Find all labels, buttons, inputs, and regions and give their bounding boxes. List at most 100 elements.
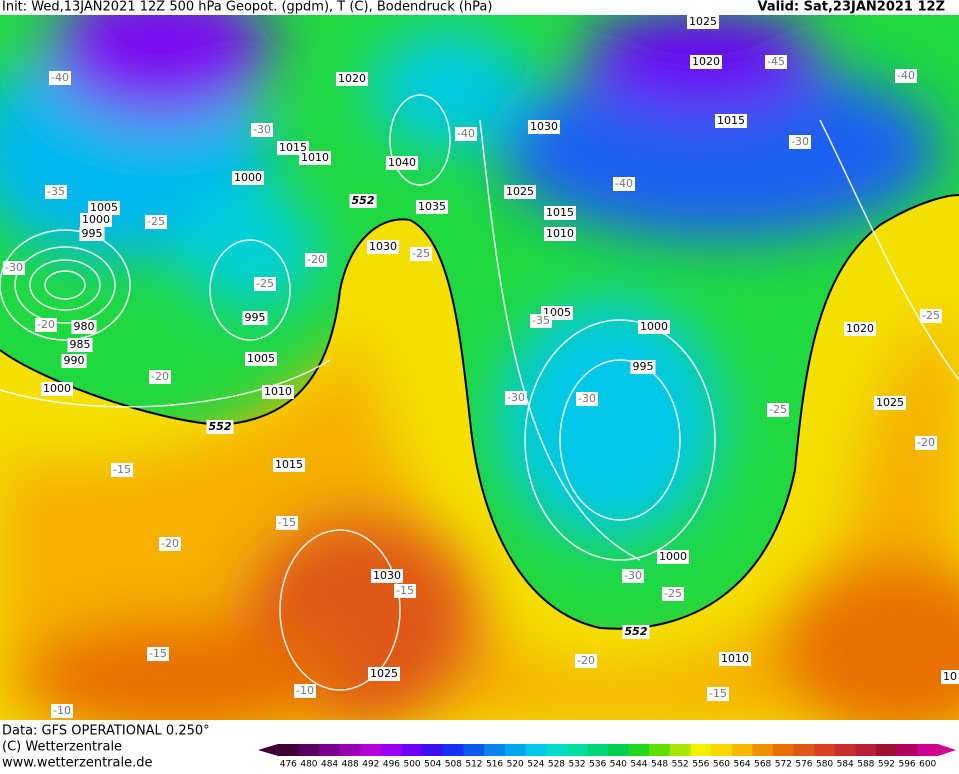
- isobar-label: 10: [943, 670, 957, 683]
- colorbar: 476 480 484 488 492 496 500 504 508 512 516 520 524 5…: [258, 744, 956, 770]
- isobar-label: 1010: [264, 385, 292, 398]
- temperature-label-bg: [767, 403, 789, 417]
- colorbar-label: 560: [713, 760, 730, 770]
- website: www.wetterzentrale.de: [2, 756, 152, 771]
- temperature-label: -40: [897, 69, 915, 82]
- temperature-label: -10: [296, 684, 314, 697]
- colorbar-cell: [339, 744, 361, 756]
- temperature-label-bg: [789, 135, 811, 149]
- temperature-label-bg: [149, 370, 171, 384]
- colorbar-label: 504: [424, 760, 441, 770]
- colorbar-cell: [896, 744, 918, 756]
- height-label-bg: [206, 420, 234, 434]
- temperature-label: -40: [51, 71, 69, 84]
- isobar-label-bg: [79, 227, 105, 241]
- temperature-label-bg: [251, 123, 273, 137]
- height-label: 552: [352, 194, 375, 207]
- colorbar-cell: [793, 744, 815, 756]
- temperature-label: -30: [253, 123, 271, 136]
- isobar-label: 1020: [846, 322, 874, 335]
- isobar-label: 1025: [506, 185, 534, 198]
- colorbar-label: 476: [280, 760, 297, 770]
- temperature-label: -20: [37, 318, 55, 331]
- isobar-label: 1030: [373, 569, 401, 582]
- temperature-label-bg: [576, 392, 598, 406]
- isobar-label: 1015: [546, 206, 574, 219]
- isobar-label: 995: [633, 360, 654, 373]
- isobar-label-bg: [528, 120, 560, 134]
- colorbar-label: 580: [816, 760, 833, 770]
- colorbar-cell: [876, 744, 898, 756]
- temperature-label-bg: [294, 684, 316, 698]
- isobar-label: 1030: [369, 240, 397, 253]
- colorbar-cell: [649, 744, 671, 756]
- isobar-label-bg: [687, 15, 719, 29]
- height-label-bg: [622, 625, 650, 639]
- isobar-label-bg: [874, 396, 906, 410]
- temperature-label: -25: [664, 587, 682, 600]
- temperature-label: -30: [624, 569, 642, 582]
- temperature-label-bg: [159, 537, 181, 551]
- colorbar-label: 572: [775, 760, 792, 770]
- colorbar-label: 548: [651, 760, 668, 770]
- height-label: 552: [209, 420, 232, 433]
- colorbar-cell: [855, 744, 877, 756]
- isobar-label-bg: [299, 151, 331, 165]
- colorbar-cell: [731, 744, 753, 756]
- colorbar-cell: [319, 744, 341, 756]
- temperature-label: -15: [113, 463, 131, 476]
- colorbar-label: 492: [362, 760, 379, 770]
- temperature-label: -20: [307, 253, 325, 266]
- isobar-label-bg: [844, 322, 876, 336]
- colorbar-cell: [298, 744, 320, 756]
- isobar-label-bg: [61, 354, 87, 368]
- colorbar-label: 596: [898, 760, 915, 770]
- isobar-label-bg: [630, 360, 656, 374]
- temperature-label-bg: [530, 314, 552, 328]
- temperature-label: -15: [709, 687, 727, 700]
- temperature-label-bg: [662, 587, 684, 601]
- temperature-label-bg: [455, 127, 477, 141]
- isobar-label-bg: [657, 550, 689, 564]
- colorbar-label: 536: [589, 760, 606, 770]
- temperature-label: -45: [767, 55, 785, 68]
- isobar-label-bg: [715, 114, 747, 128]
- colorbar-label: 488: [342, 760, 359, 770]
- temperature-label-bg: [505, 391, 527, 405]
- isobar-label-bg: [386, 156, 418, 170]
- colorbar-cell: [443, 744, 465, 756]
- isobar-label-bg: [41, 382, 73, 396]
- colorbar-label: 512: [465, 760, 482, 770]
- isobar-label-bg: [941, 670, 959, 684]
- temperature-label: -15: [396, 584, 414, 597]
- temperature-label-bg: [276, 516, 298, 530]
- colorbar-cell: [422, 744, 444, 756]
- isobar-label-bg: [368, 667, 400, 681]
- colorbar-cell: [711, 744, 733, 756]
- isobar-label: 1030: [530, 120, 558, 133]
- map-background: [0, 0, 959, 720]
- colorbar-label: 600: [919, 760, 936, 770]
- temperature-label-bg: [254, 277, 276, 291]
- isobar-label: 1000: [640, 320, 668, 333]
- isobar-label-bg: [80, 213, 112, 227]
- isobar-label-bg: [367, 240, 399, 254]
- temperature-label-bg: [613, 177, 635, 191]
- colorbar-cell: [278, 744, 300, 756]
- isobar-label: 1005: [247, 352, 275, 365]
- colorbar-cell: [773, 744, 795, 756]
- temperature-label: -10: [53, 704, 71, 717]
- colorbar-cell: [381, 744, 403, 756]
- temperature-label: -25: [769, 403, 787, 416]
- header-band: [0, 0, 959, 15]
- isobar-label: 1005: [90, 201, 118, 214]
- colorbar-cell: [814, 744, 836, 756]
- isobar-label: 1025: [689, 15, 717, 28]
- isobar-label-bg: [544, 227, 576, 241]
- temperature-label: -15: [278, 516, 296, 529]
- height-label: 552: [625, 625, 648, 638]
- temperature-label-bg: [147, 647, 169, 661]
- isobar-label: 995: [245, 311, 266, 324]
- isobar-label-bg: [371, 569, 403, 583]
